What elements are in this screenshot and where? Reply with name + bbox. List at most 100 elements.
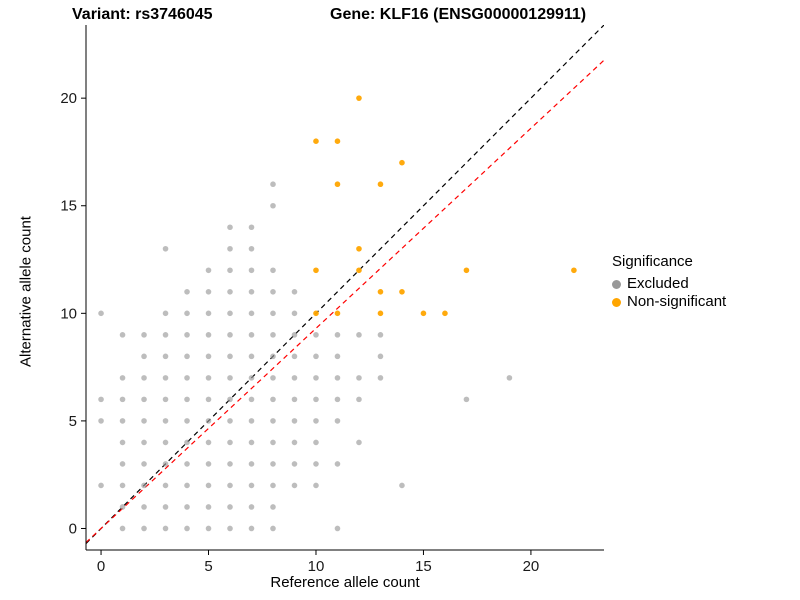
data-point-excluded bbox=[184, 310, 190, 317]
data-point-excluded bbox=[184, 353, 190, 360]
legend-item-label-non-significant: Non-significant bbox=[627, 293, 727, 310]
data-point-excluded bbox=[205, 267, 212, 274]
data-point-non-significant bbox=[442, 310, 448, 317]
data-point-excluded bbox=[184, 375, 190, 381]
data-point-excluded bbox=[119, 332, 126, 338]
data-point-excluded bbox=[248, 245, 255, 252]
data-point-excluded bbox=[291, 396, 298, 403]
data-point-non-significant bbox=[420, 310, 427, 317]
data-point-excluded bbox=[184, 332, 190, 338]
data-point-excluded bbox=[205, 310, 212, 317]
data-point-excluded bbox=[313, 332, 319, 338]
data-point-excluded bbox=[162, 439, 169, 446]
data-point-excluded bbox=[162, 482, 169, 489]
data-point-non-significant bbox=[313, 267, 319, 274]
data-point-excluded bbox=[141, 418, 147, 424]
data-point-excluded bbox=[377, 375, 384, 381]
data-point-excluded bbox=[248, 396, 255, 403]
data-point-excluded bbox=[184, 289, 190, 295]
data-point-excluded bbox=[248, 224, 255, 231]
data-point-excluded bbox=[205, 289, 212, 295]
data-point-excluded bbox=[313, 418, 319, 424]
data-point-excluded bbox=[313, 375, 319, 381]
data-point-excluded bbox=[227, 396, 233, 403]
data-point-excluded bbox=[98, 310, 104, 317]
data-point-excluded bbox=[141, 461, 147, 467]
data-point-excluded bbox=[313, 439, 319, 446]
data-point-excluded bbox=[227, 439, 233, 446]
data-point-excluded bbox=[291, 332, 298, 338]
data-point-excluded bbox=[98, 396, 104, 403]
data-point-excluded bbox=[248, 375, 255, 381]
data-point-excluded bbox=[291, 353, 298, 360]
data-point-non-significant bbox=[571, 267, 577, 274]
data-point-excluded bbox=[162, 418, 169, 424]
data-point-excluded bbox=[270, 267, 276, 274]
data-point-non-significant bbox=[377, 310, 384, 317]
data-point-excluded bbox=[227, 267, 233, 274]
data-point-excluded bbox=[356, 332, 362, 338]
y-axis-label: Alternative allele count bbox=[17, 216, 35, 367]
data-point-excluded bbox=[248, 439, 255, 446]
plot-title-gene: Gene: KLF16 (ENSG00000129911) bbox=[330, 6, 587, 23]
data-point-excluded bbox=[356, 375, 362, 381]
data-point-excluded bbox=[248, 353, 255, 360]
data-point-excluded bbox=[270, 418, 276, 424]
data-point-excluded bbox=[205, 439, 212, 446]
plot-title-variant: Variant: rs3746045 bbox=[72, 6, 213, 23]
data-point-non-significant bbox=[399, 159, 405, 166]
data-point-excluded bbox=[248, 418, 255, 424]
non-significant-marker-icon bbox=[612, 297, 621, 307]
data-point-excluded bbox=[506, 375, 513, 381]
data-point-excluded bbox=[162, 525, 169, 532]
y-tick-label: 15 bbox=[60, 198, 77, 215]
data-point-excluded bbox=[270, 332, 276, 338]
data-point-excluded bbox=[119, 525, 126, 532]
data-point-excluded bbox=[270, 181, 276, 188]
legend-item-label-excluded: Excluded bbox=[627, 275, 689, 292]
data-point-excluded bbox=[98, 482, 104, 489]
data-point-excluded bbox=[205, 375, 212, 381]
data-point-excluded bbox=[377, 332, 384, 338]
data-point-excluded bbox=[270, 375, 276, 381]
x-tick-label: 10 bbox=[308, 558, 325, 575]
data-point-excluded bbox=[205, 396, 212, 403]
data-point-excluded bbox=[184, 439, 190, 446]
data-point-non-significant bbox=[313, 138, 319, 144]
x-tick-label: 0 bbox=[97, 558, 105, 575]
data-point-excluded bbox=[184, 461, 190, 467]
data-point-excluded bbox=[313, 353, 319, 360]
legend-item-excluded: Excluded bbox=[612, 275, 726, 293]
data-point-excluded bbox=[162, 332, 169, 338]
data-point-excluded bbox=[291, 418, 298, 424]
data-point-excluded bbox=[162, 461, 169, 467]
y-tick-label: 20 bbox=[60, 90, 77, 107]
data-point-excluded bbox=[334, 375, 341, 381]
data-point-excluded bbox=[356, 439, 362, 446]
data-point-non-significant bbox=[334, 181, 341, 188]
data-point-excluded bbox=[141, 375, 147, 381]
data-point-excluded bbox=[119, 375, 126, 381]
data-point-excluded bbox=[184, 396, 190, 403]
data-point-excluded bbox=[334, 353, 341, 360]
y-tick-label: 10 bbox=[60, 305, 77, 322]
data-point-excluded bbox=[119, 461, 126, 467]
excluded-marker-icon bbox=[612, 279, 621, 289]
data-point-excluded bbox=[184, 482, 190, 489]
y-tick-label: 0 bbox=[69, 520, 77, 537]
data-point-excluded bbox=[270, 439, 276, 446]
data-point-excluded bbox=[334, 396, 341, 403]
data-point-excluded bbox=[227, 375, 233, 381]
data-point-excluded bbox=[227, 310, 233, 317]
data-point-excluded bbox=[270, 525, 276, 532]
data-point-excluded bbox=[98, 418, 104, 424]
data-point-non-significant bbox=[356, 267, 362, 274]
data-point-excluded bbox=[162, 396, 169, 403]
data-point-excluded bbox=[141, 482, 147, 489]
data-point-excluded bbox=[334, 418, 341, 424]
data-point-excluded bbox=[119, 418, 126, 424]
data-point-excluded bbox=[248, 461, 255, 467]
data-point-excluded bbox=[205, 332, 212, 338]
data-point-excluded bbox=[162, 504, 169, 510]
